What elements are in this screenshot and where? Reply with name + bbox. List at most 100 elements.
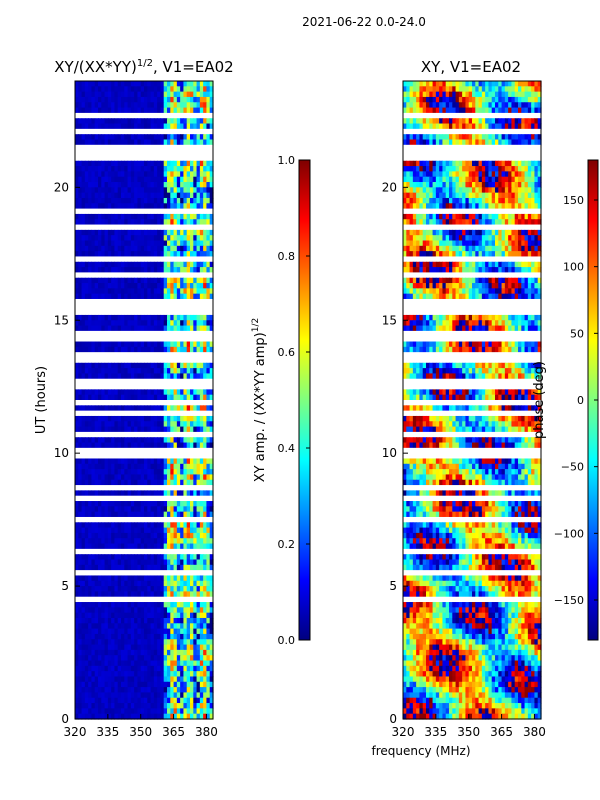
heatmap-cell bbox=[186, 469, 191, 476]
heatmap-cell bbox=[98, 213, 102, 220]
heatmap-cell bbox=[176, 368, 181, 375]
heatmap-cell bbox=[107, 660, 112, 667]
heatmap-cell bbox=[199, 681, 204, 688]
heatmap-cell bbox=[121, 697, 125, 704]
heatmap-cell bbox=[107, 405, 112, 412]
heatmap-cell bbox=[130, 591, 135, 598]
heatmap-cell bbox=[104, 267, 109, 273]
heatmap-cell bbox=[94, 511, 99, 518]
heatmap-cell bbox=[98, 368, 102, 375]
heatmap-cell bbox=[137, 474, 142, 481]
heatmap-cell bbox=[180, 229, 185, 236]
heatmap-cell bbox=[183, 415, 188, 422]
heatmap-cell bbox=[117, 283, 122, 289]
heatmap-cell bbox=[196, 671, 201, 678]
heatmap-cell bbox=[183, 426, 188, 433]
heatmap-cell bbox=[153, 697, 158, 704]
heatmap-cell bbox=[193, 341, 198, 348]
heatmap-cell bbox=[501, 192, 506, 199]
heatmap-cell bbox=[485, 187, 490, 194]
heatmap-cell bbox=[114, 389, 119, 396]
heatmap-cell bbox=[98, 527, 102, 534]
heatmap-cell bbox=[163, 612, 168, 619]
heatmap-cell bbox=[419, 171, 424, 178]
heatmap-cell bbox=[199, 219, 204, 226]
x-tick-label: 365 bbox=[162, 725, 185, 739]
heatmap-cell bbox=[88, 426, 93, 433]
heatmap-cell bbox=[130, 341, 135, 348]
heatmap-cell bbox=[173, 160, 178, 167]
heatmap-cell bbox=[140, 197, 145, 204]
heatmap-cell bbox=[163, 543, 168, 550]
heatmap-cell bbox=[206, 458, 211, 465]
heatmap-cell bbox=[203, 559, 208, 566]
heatmap-cell bbox=[163, 277, 168, 284]
heatmap-cell bbox=[147, 527, 152, 534]
heatmap-cell bbox=[81, 692, 86, 699]
heatmap-cell bbox=[98, 501, 102, 507]
heatmap-cell bbox=[134, 681, 139, 688]
heatmap-cell bbox=[534, 251, 539, 258]
heatmap-cell bbox=[206, 293, 211, 300]
heatmap-cell bbox=[186, 389, 191, 396]
heatmap-cell bbox=[104, 703, 109, 709]
heatmap-cell bbox=[134, 187, 139, 194]
heatmap-cell bbox=[199, 166, 204, 172]
heatmap-cell bbox=[442, 102, 447, 109]
heatmap-cell bbox=[180, 86, 185, 93]
heatmap-cell bbox=[137, 617, 142, 624]
heatmap-cell bbox=[416, 197, 421, 204]
heatmap-cell bbox=[137, 389, 142, 396]
heatmap-cell bbox=[504, 251, 509, 258]
heatmap-cell bbox=[498, 102, 503, 109]
heatmap-cell bbox=[134, 107, 139, 114]
heatmap-cell bbox=[206, 405, 211, 412]
heatmap-cell bbox=[176, 261, 181, 268]
heatmap-cell bbox=[514, 219, 519, 226]
heatmap-cell bbox=[180, 575, 185, 582]
flagged-row bbox=[75, 272, 213, 279]
heatmap-cell bbox=[495, 203, 499, 210]
heatmap-cell bbox=[98, 543, 102, 550]
heatmap-cell bbox=[150, 591, 155, 598]
heatmap-cell bbox=[127, 474, 132, 481]
heatmap-cell bbox=[419, 245, 424, 252]
heatmap-cell bbox=[101, 182, 106, 188]
heatmap-cell bbox=[495, 235, 499, 242]
heatmap-cell bbox=[468, 187, 473, 194]
heatmap-cell bbox=[455, 203, 460, 210]
heatmap-cell bbox=[127, 469, 132, 476]
heatmap-cell bbox=[117, 389, 122, 396]
heatmap-cell bbox=[130, 182, 135, 188]
heatmap-cell bbox=[206, 182, 211, 188]
heatmap-cell bbox=[176, 479, 181, 486]
heatmap-cell bbox=[180, 123, 185, 130]
heatmap-cell bbox=[173, 676, 178, 683]
heatmap-cell bbox=[117, 602, 122, 608]
heatmap-cell bbox=[160, 203, 165, 210]
heatmap-cell bbox=[183, 607, 188, 614]
heatmap-cell bbox=[88, 192, 93, 199]
heatmap-cell bbox=[134, 463, 139, 470]
heatmap-cell bbox=[429, 219, 434, 226]
heatmap-cell bbox=[98, 107, 102, 114]
heatmap-cell bbox=[209, 559, 214, 566]
heatmap-cell bbox=[94, 602, 99, 608]
heatmap-cell bbox=[206, 123, 211, 130]
heatmap-cell bbox=[134, 229, 139, 236]
heatmap-cell bbox=[101, 176, 106, 183]
heatmap-cell bbox=[107, 171, 112, 178]
heatmap-cell bbox=[101, 458, 106, 465]
heatmap-cell bbox=[199, 245, 204, 252]
heatmap-cell bbox=[196, 559, 201, 566]
heatmap-cell bbox=[170, 293, 175, 300]
heatmap-cell bbox=[157, 283, 162, 289]
heatmap-cell bbox=[199, 277, 204, 284]
heatmap-cell bbox=[508, 219, 513, 226]
heatmap-cell bbox=[144, 213, 148, 220]
heatmap-cell bbox=[147, 660, 152, 667]
heatmap-cell bbox=[147, 580, 152, 587]
heatmap-cell bbox=[508, 171, 513, 178]
heatmap-cell bbox=[173, 474, 178, 481]
heatmap-cell bbox=[498, 229, 503, 236]
